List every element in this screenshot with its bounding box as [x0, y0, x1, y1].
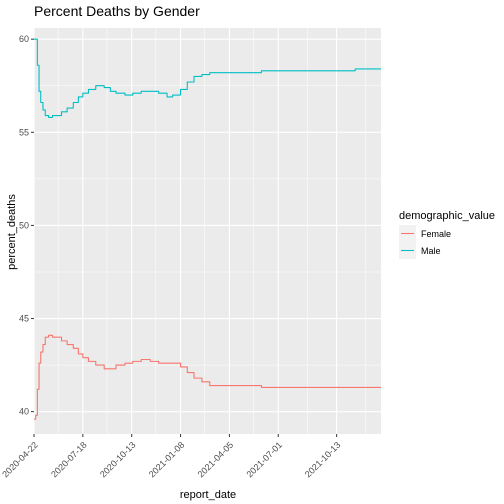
plot-panel [34, 28, 381, 434]
y-tick-label: 55 [19, 127, 29, 137]
y-tick-label: 45 [19, 314, 29, 324]
y-tick-label: 50 [19, 220, 29, 230]
x-tick-label: 2020-07-18 [49, 440, 89, 480]
x-tick-label: 2020-10-13 [98, 440, 138, 480]
series-line-female [34, 334, 381, 420]
series-lines [34, 38, 381, 420]
y-tick-label: 40 [19, 407, 29, 417]
x-tick-label: 2020-04-22 [0, 440, 40, 480]
legend: demographic_value Female Male [399, 210, 495, 259]
x-axis: 2020-04-22 2020-07-18 2020-10-13 2021-01-08… [0, 434, 343, 480]
minor-gridlines [34, 28, 381, 434]
major-gridlines [33, 28, 381, 434]
x-axis-title: report_date [180, 489, 236, 501]
y-tick-label: 60 [19, 34, 29, 44]
x-tick-label: 2021-10-13 [303, 440, 343, 480]
y-axis: 40 45 50 55 60 [19, 34, 34, 417]
x-tick-label: 2021-04-05 [196, 440, 236, 480]
x-tick-label: 2021-01-08 [147, 440, 187, 480]
series-line-male [34, 38, 381, 118]
legend-label-male: Male [421, 246, 441, 256]
legend-label-female: Female [421, 229, 451, 239]
y-axis-title: percent_deaths [6, 194, 18, 270]
x-tick-label: 2021-07-01 [244, 440, 284, 480]
chart-title: Percent Deaths by Gender [34, 3, 200, 19]
legend-title: demographic_value [399, 210, 495, 222]
